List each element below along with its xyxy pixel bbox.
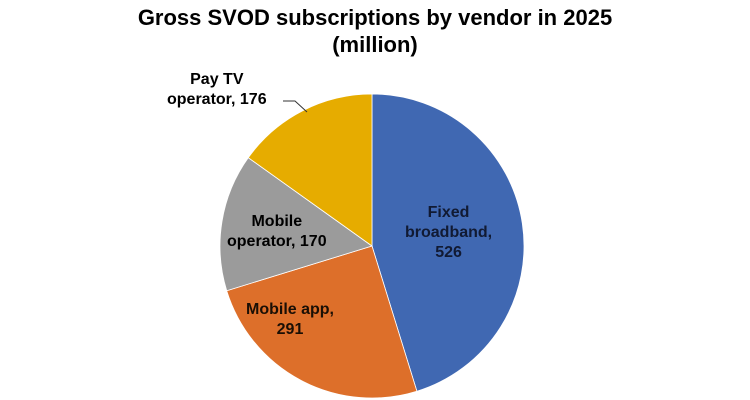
label-line: Fixed bbox=[427, 204, 470, 221]
label-line: 291 bbox=[276, 321, 304, 338]
label-mobile-app: Mobile app, 291 bbox=[246, 300, 334, 340]
slice-pay-tv-operator bbox=[247, 93, 373, 247]
label-mobile-operator: Mobile operator, 170 bbox=[227, 212, 327, 252]
label-line: operator, 170 bbox=[227, 233, 327, 250]
label-fixed-broadband: Fixed broadband, 526 bbox=[405, 203, 492, 263]
chart-title: Gross SVOD subscriptions by vendor in 20… bbox=[0, 4, 750, 58]
slice-mobile-operator bbox=[219, 157, 373, 292]
label-line: broadband, bbox=[405, 224, 493, 241]
chart-subtitle: (million) bbox=[332, 32, 418, 57]
label-line: 526 bbox=[435, 244, 462, 261]
label-pay-tv-operator: Pay TV operator, 176 bbox=[167, 70, 267, 110]
label-line: Mobile bbox=[251, 213, 303, 230]
slice-fixed-broadband bbox=[371, 93, 525, 392]
pie-slices bbox=[219, 93, 525, 399]
label-line: Mobile app, bbox=[246, 301, 334, 318]
chart-title-line1: Gross SVOD subscriptions by vendor in 20… bbox=[137, 5, 613, 30]
label-line: operator, 176 bbox=[167, 91, 267, 108]
label-line: Pay TV bbox=[190, 71, 244, 88]
pay-tv-leader-line bbox=[283, 100, 308, 113]
slice-mobile-app bbox=[226, 245, 418, 399]
